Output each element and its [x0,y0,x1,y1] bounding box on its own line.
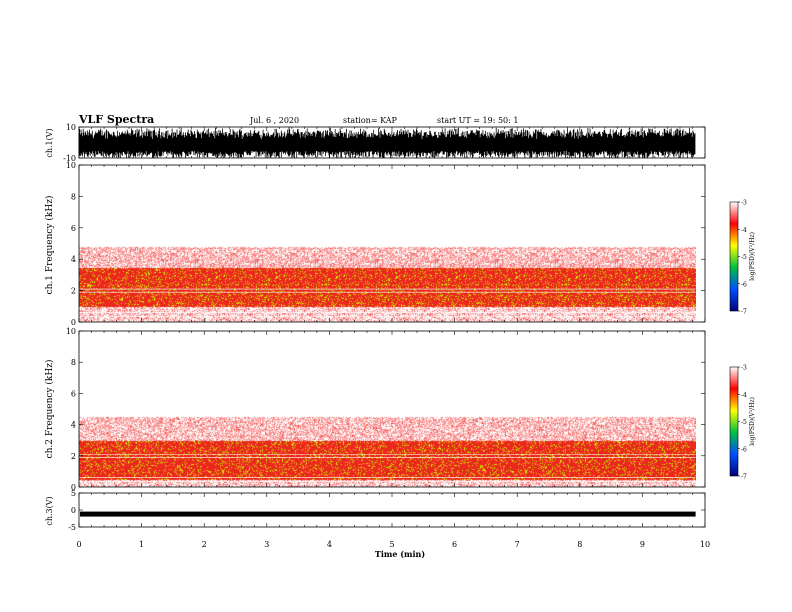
station-label: station= KAP [343,116,398,125]
x-axis-ticks: 0 1 2 3 4 5 6 7 8 9 10 [76,540,710,549]
ch3-waveform-panel: 5 0 -5 [68,489,706,532]
colorbar-tick-label: -6 [741,446,747,453]
ch2-spectrogram-ylabel: ch.2 Frequency (kHz) [44,360,55,459]
x-tick-label: 10 [700,540,710,549]
y-tick-label: 2 [71,452,76,461]
colorbar-tick-label: -7 [741,474,747,481]
y-tick-label: 10 [66,161,76,170]
figure-title: VLF Spectra [78,113,154,126]
colorbar-scale [729,366,739,477]
ch1-waveform-panel: 10 -10 [63,123,706,163]
x-tick-label: 0 [76,540,81,549]
colorbar-tick-label: -6 [741,281,747,288]
y-tick-label: 4 [71,255,76,264]
x-tick-label: 3 [264,540,269,549]
colorbar-tick-label: -3 [741,365,747,372]
colorbar-ch1: -3 -4 -5 -6 -7 log(PSD)(V²/Hz) [729,200,756,316]
x-tick-label: 7 [515,540,520,549]
y-tick-label: 8 [71,358,76,367]
ch3-waveform-trace [80,511,696,517]
x-tick-label: 9 [640,540,645,549]
colorbar-tick-label: -5 [741,254,747,261]
y-tick-label: 5 [71,489,76,498]
x-tick-label: 4 [327,540,332,549]
colorbar-label: log(PSD)(V²/Hz) [749,397,756,446]
start-ut-label: start UT = 19: 50: 1 [437,116,518,125]
colorbar-label: log(PSD)(V²/Hz) [749,232,756,281]
colorbar-tick-label: -4 [741,227,747,234]
x-tick-label: 2 [202,540,207,549]
colorbar-scale [729,201,739,312]
ch1-waveform-trace [78,127,696,158]
x-tick-label: 5 [389,540,394,549]
y-tick-label: 0 [71,318,76,327]
colorbar-tick-label: -4 [741,392,747,399]
y-tick-label: 10 [66,327,76,336]
y-tick-label: 6 [71,389,76,398]
colorbar-ch2: -3 -4 -5 -6 -7 log(PSD)(V²/Hz) [729,365,756,481]
y-tick-label: 0 [71,506,76,515]
ch1-spectrogram-ylabel: ch.1 Frequency (kHz) [44,196,55,295]
x-tick-label: 6 [452,540,457,549]
ch3-waveform-ylabel: ch.3(V) [45,496,54,525]
colorbar-tick-label: -5 [741,419,747,426]
y-tick-label: 4 [71,421,76,430]
x-tick-label: 1 [139,540,144,549]
y-tick-label: -5 [68,523,76,532]
y-tick-label: 6 [71,224,76,233]
date-label: Jul. 6 , 2020 [249,116,299,125]
ch3-waveform-frame [78,492,706,528]
y-tick-label: 8 [71,192,76,201]
x-tick-label: 8 [577,540,582,549]
ch1-spectrogram-panel: 0 2 4 6 8 10 [66,161,706,327]
ch2-spectrogram-panel: 0 2 4 6 8 10 [66,327,706,492]
ch1-spectrogram-heatmap [79,165,696,322]
y-tick-label: 2 [71,287,76,296]
y-tick-label: -10 [63,154,76,163]
y-tick-label: 10 [66,123,76,132]
y-tick-label: 0 [71,483,76,492]
colorbar-tick-label: -3 [741,200,747,207]
ch2-spectrogram-heatmap [79,331,696,487]
x-axis-label: Time (min) [375,549,425,559]
colorbar-tick-label: -7 [741,309,747,316]
ch1-waveform-ylabel: ch.1(V) [45,128,54,157]
